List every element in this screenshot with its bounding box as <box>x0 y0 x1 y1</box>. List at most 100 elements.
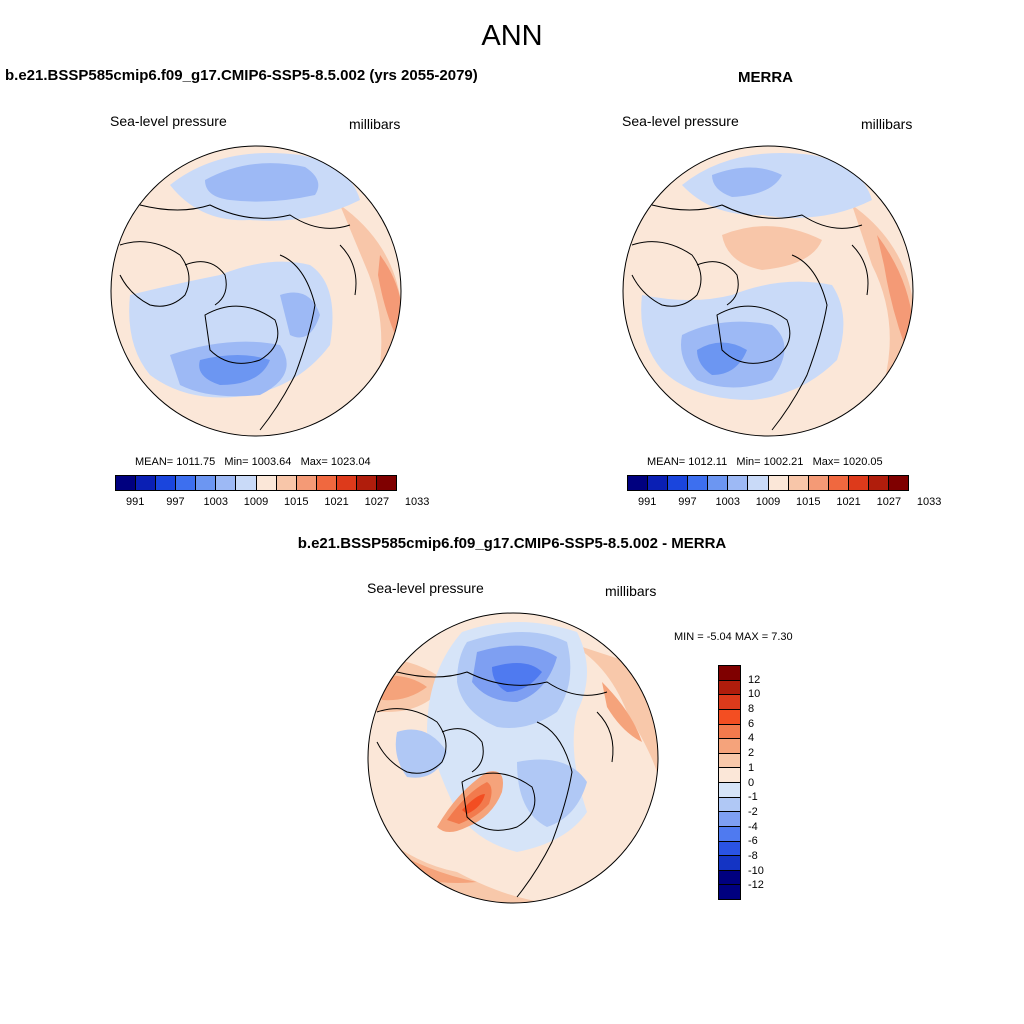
diff-colorbar-swatch <box>719 753 740 769</box>
model-min-value: 1003.64 <box>251 456 292 468</box>
model-max-value: 1023.04 <box>330 456 371 468</box>
obs-max-value: 1020.05 <box>842 456 883 468</box>
obs-colorbar-swatch <box>748 476 769 490</box>
model-variable-label: Sea-level pressure <box>110 113 227 129</box>
model-colorbar-tick-label: 1027 <box>364 496 390 508</box>
model-colorbar-swatch <box>196 476 217 490</box>
diff-colorbar-swatch <box>719 768 740 783</box>
model-colorbar-tick-label: 1003 <box>203 496 228 508</box>
diff-units-label: millibars <box>605 583 657 599</box>
model-colorbar-swatch <box>236 476 257 490</box>
diff-colorbar-swatch <box>719 709 740 725</box>
model-colorbar-swatch <box>216 476 237 490</box>
diff-colorbar-tick-label: 4 <box>748 732 755 745</box>
obs-colorbar-swatch <box>868 476 890 490</box>
obs-polar-map <box>622 145 914 437</box>
obs-colorbar-swatch <box>628 476 649 490</box>
obs-colorbar-tick-label: 1009 <box>755 496 781 508</box>
obs-colorbar-swatch <box>648 476 669 490</box>
model-colorbar-swatch <box>136 476 157 490</box>
model-colorbar-swatch <box>316 476 337 490</box>
obs-stats: MEAN= 1012.11 Min= 1002.21 Max= 1020.05 <box>647 456 883 468</box>
diff-colorbar-swatch <box>719 812 740 827</box>
diff-colorbar-swatch <box>719 739 740 754</box>
obs-variable-label: Sea-level pressure <box>622 113 739 129</box>
model-colorbar-swatch <box>176 476 197 490</box>
diff-variable-label: Sea-level pressure <box>367 580 484 596</box>
figure-title: ANN <box>481 20 543 52</box>
obs-colorbar-swatch <box>668 476 689 490</box>
model-colorbar-tick-label: 1009 <box>243 496 269 508</box>
diff-colorbar <box>718 665 741 900</box>
diff-polar-map <box>367 612 659 904</box>
model-panel-title: b.e21.BSSP585cmip6.f09_g17.CMIP6-SSP5-8.… <box>5 67 478 84</box>
model-colorbar-swatch <box>116 476 137 490</box>
diff-colorbar-swatch <box>719 783 740 798</box>
diff-colorbar-tick-label: -12 <box>748 879 764 892</box>
diff-colorbar-swatch <box>719 826 740 842</box>
model-polar-map <box>110 145 402 437</box>
obs-colorbar-swatch <box>788 476 809 490</box>
obs-colorbar-swatch <box>828 476 849 490</box>
diff-colorbar-tick-label: 12 <box>748 673 761 686</box>
obs-colorbar-tick-label: 1015 <box>796 496 821 508</box>
obs-colorbar-swatch <box>889 476 909 490</box>
diff-colorbar-tick-label: 6 <box>748 717 755 730</box>
diff-colorbar-tick-label: 2 <box>748 747 755 760</box>
model-colorbar-swatch <box>356 476 378 490</box>
obs-colorbar-swatch <box>808 476 829 490</box>
obs-colorbar-swatch <box>728 476 749 490</box>
model-colorbar-tick-label: 1033 <box>404 496 430 508</box>
obs-colorbar-tick-label: 1021 <box>836 496 861 508</box>
diff-colorbar-swatch <box>719 666 740 681</box>
model-colorbar-ticks: 991 997 1003 1009 1015 1021 1027 1033 <box>115 496 429 510</box>
diff-colorbar-tick-label: -4 <box>748 820 758 833</box>
model-colorbar-tick-label: 991 <box>125 496 145 508</box>
obs-colorbar-tick-label: 991 <box>637 496 657 508</box>
obs-min-value: 1002.21 <box>763 456 804 468</box>
model-colorbar-swatch <box>336 476 357 490</box>
obs-colorbar <box>627 475 909 491</box>
diff-colorbar-tick-label: 8 <box>748 703 755 716</box>
model-colorbar-swatch <box>276 476 297 490</box>
diff-colorbar-tick-label: 10 <box>748 688 761 701</box>
obs-colorbar-swatch <box>768 476 789 490</box>
model-colorbar <box>115 475 397 491</box>
obs-units-label: millibars <box>861 116 913 132</box>
diff-colorbar-swatch <box>719 724 740 740</box>
model-colorbar-swatch <box>296 476 317 490</box>
obs-colorbar-swatch <box>708 476 729 490</box>
diff-colorbar-swatch <box>719 680 740 696</box>
obs-colorbar-ticks: 991 997 1003 1009 1015 1021 1027 1033 <box>627 496 941 510</box>
obs-mean-value: 1012.11 <box>688 456 728 468</box>
obs-colorbar-tick-label: 1003 <box>715 496 740 508</box>
diff-colorbar-tick-label: 1 <box>748 761 755 774</box>
diff-colorbar-swatch <box>719 797 740 813</box>
diff-stats: MIN = -5.04 MAX = 7.30 <box>674 631 793 643</box>
model-colorbar-swatch <box>156 476 177 490</box>
diff-colorbar-swatch <box>719 870 740 886</box>
diff-colorbar-tick-label: -6 <box>748 835 758 848</box>
diff-colorbar-swatch <box>719 695 740 710</box>
diff-colorbar-ticks: 12 10 8 6 4 2 1 0 -1 -2 -4 -6 -8 -10 -12 <box>748 665 778 900</box>
diff-panel-title: b.e21.BSSP585cmip6.f09_g17.CMIP6-SSP5-8.… <box>297 535 727 552</box>
model-mean-value: 1011.75 <box>176 456 216 468</box>
obs-panel-title: MERRA <box>738 69 793 86</box>
diff-colorbar-tick-label: 0 <box>748 776 755 789</box>
diff-colorbar-swatch <box>719 841 740 857</box>
obs-colorbar-tick-label: 1027 <box>876 496 902 508</box>
model-colorbar-swatch <box>256 476 277 490</box>
model-units-label: millibars <box>349 116 401 132</box>
model-colorbar-tick-label: 997 <box>166 496 185 508</box>
obs-colorbar-tick-label: 997 <box>678 496 697 508</box>
diff-colorbar-swatch <box>719 885 740 899</box>
diff-colorbar-tick-label: -10 <box>748 864 764 877</box>
obs-colorbar-swatch <box>688 476 709 490</box>
obs-colorbar-tick-label: 1033 <box>916 496 942 508</box>
model-colorbar-swatch <box>377 476 397 490</box>
model-stats: MEAN= 1011.75 Min= 1003.64 Max= 1023.04 <box>135 456 371 468</box>
model-colorbar-tick-label: 1021 <box>324 496 349 508</box>
diff-colorbar-tick-label: -1 <box>748 791 758 804</box>
diff-colorbar-swatch <box>719 856 740 871</box>
diff-colorbar-tick-label: -2 <box>748 805 758 818</box>
